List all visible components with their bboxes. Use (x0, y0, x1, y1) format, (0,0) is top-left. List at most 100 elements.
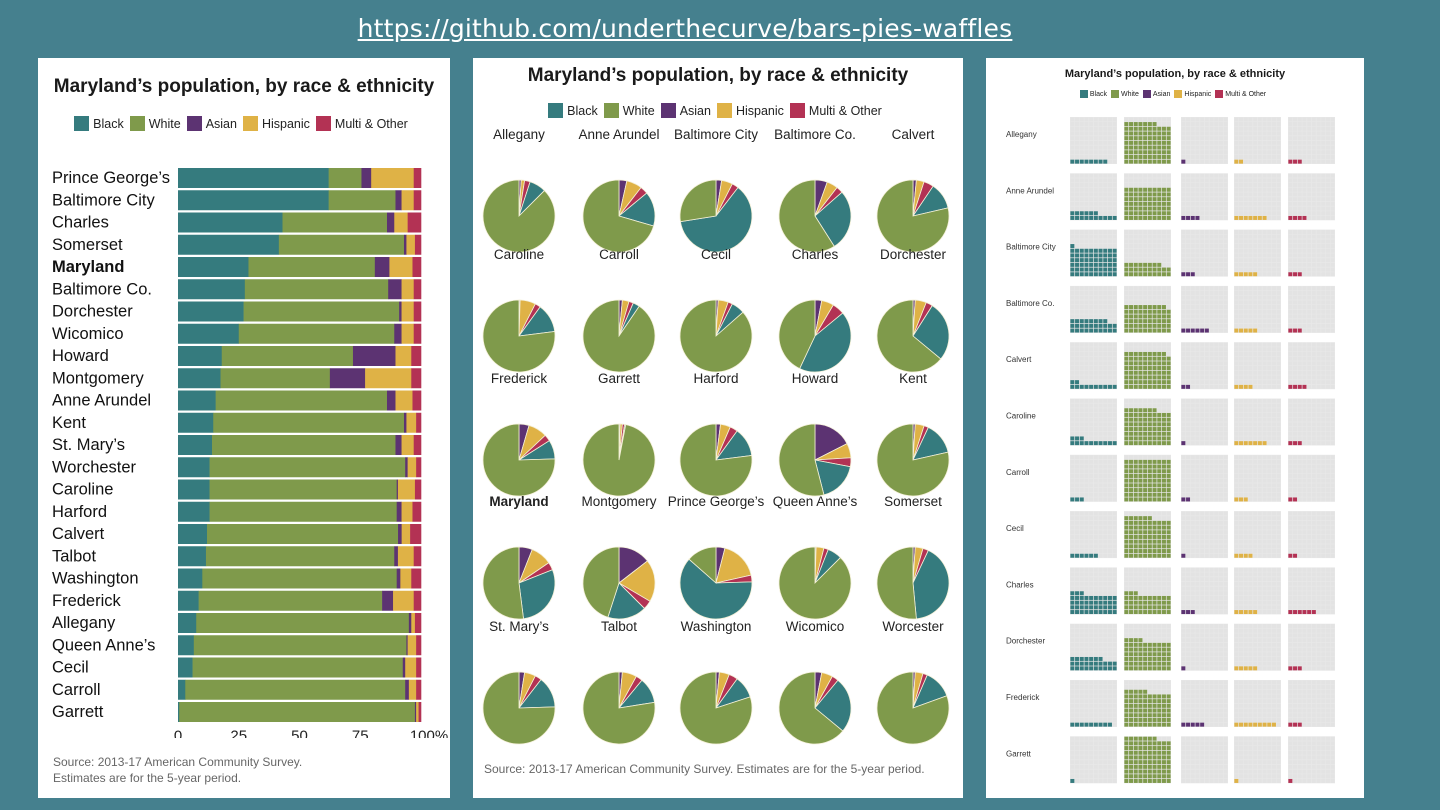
waffle-cell (1253, 262, 1258, 267)
waffle-cell (1257, 412, 1262, 417)
waffle-cell (1311, 412, 1316, 417)
waffle-cell (1257, 122, 1262, 127)
repo-url-link[interactable]: https://github.com/underthecurve/bars-pi… (0, 14, 1370, 43)
waffle-cell (1248, 145, 1253, 150)
waffle-cell (1248, 239, 1253, 244)
waffle-cell (1209, 183, 1214, 188)
waffle-cell-filled (1133, 591, 1138, 596)
waffle-cell (1124, 239, 1129, 244)
waffle-cell (1084, 370, 1089, 375)
waffle-cell (1267, 375, 1272, 380)
waffle-cell (1325, 272, 1330, 277)
waffle-cell (1089, 525, 1094, 530)
bar-segment-multi-other (411, 346, 422, 366)
waffle-cell (1214, 267, 1219, 272)
waffle-cell (1103, 417, 1108, 422)
waffle-multi-other (1288, 454, 1335, 502)
waffle-cell-filled (1152, 201, 1157, 206)
pie-slice-white (876, 546, 917, 620)
waffle-cell (1316, 539, 1321, 544)
waffle-cell (1325, 262, 1330, 267)
waffle-cell (1218, 309, 1223, 314)
waffle-cell (1276, 126, 1281, 131)
waffle-cell (1204, 234, 1209, 239)
bar-category-label: Allegany (52, 614, 116, 632)
waffle-cell-filled (1133, 131, 1138, 136)
waffle-cell (1243, 511, 1248, 516)
waffle-cell (1307, 595, 1312, 600)
waffle-cell (1129, 577, 1134, 582)
waffle-cell (1214, 145, 1219, 150)
waffle-cell (1239, 197, 1244, 202)
waffle-cell (1223, 305, 1228, 310)
bar-segment-asian (394, 323, 402, 344)
waffle-cell-filled (1133, 417, 1138, 422)
waffle-cell (1147, 173, 1152, 178)
waffle-cell (1311, 553, 1316, 558)
waffle-cell-filled (1143, 605, 1148, 610)
waffle-cell (1253, 488, 1258, 493)
waffle-cell (1190, 309, 1195, 314)
waffle-cell (1214, 347, 1219, 352)
waffle-cell (1262, 187, 1267, 192)
waffle-cell (1288, 525, 1293, 530)
waffle-cell (1248, 117, 1253, 122)
waffle-cell (1330, 605, 1335, 610)
waffle-cell (1152, 572, 1157, 577)
waffle-cell (1209, 595, 1214, 600)
bar-segment-white (282, 212, 388, 233)
waffle-cell (1209, 258, 1214, 263)
waffle-cell (1321, 478, 1326, 483)
waffle-cell (1248, 305, 1253, 310)
waffle-cell (1204, 436, 1209, 441)
waffle-cell (1257, 530, 1262, 535)
waffle-cell-filled (1124, 131, 1129, 136)
bar-segment-white (192, 657, 404, 678)
waffle-cell (1181, 140, 1186, 145)
waffle-cell (1248, 600, 1253, 605)
waffle-cell (1079, 417, 1084, 422)
waffle-cell (1204, 492, 1209, 497)
waffle-cell-filled (1103, 595, 1108, 600)
waffle-cell (1098, 408, 1103, 413)
waffle-cell (1293, 347, 1298, 352)
waffle-cell (1161, 403, 1166, 408)
waffle-cell (1209, 511, 1214, 516)
waffle-cell (1200, 488, 1205, 493)
repo-url-text[interactable]: https://github.com/underthecurve/bars-pi… (357, 14, 1013, 43)
waffle-cell (1107, 553, 1112, 558)
waffle-cell (1079, 459, 1084, 464)
waffle-cell (1288, 290, 1293, 295)
waffle-cell (1276, 239, 1281, 244)
waffle-cell (1190, 126, 1195, 131)
waffle-cell (1321, 183, 1326, 188)
waffle-cell (1276, 206, 1281, 211)
waffle-cell (1262, 488, 1267, 493)
waffle-cell (1267, 145, 1272, 150)
waffle-cell (1209, 586, 1214, 591)
waffle-cell-filled (1161, 159, 1166, 164)
waffle-cell (1112, 347, 1117, 352)
waffle-cell (1103, 478, 1108, 483)
waffle-cell (1093, 342, 1098, 347)
waffle-cell (1075, 126, 1080, 131)
waffle-cell (1124, 342, 1129, 347)
waffle-cell-filled (1147, 408, 1152, 413)
waffle-cell (1271, 117, 1276, 122)
waffle-cell (1079, 154, 1084, 159)
waffle-cell (1311, 520, 1316, 525)
waffle-cell (1330, 122, 1335, 127)
waffle-cell (1271, 286, 1276, 291)
waffle-cell (1302, 178, 1307, 183)
waffle-cell (1267, 567, 1272, 572)
waffle-cell (1204, 131, 1209, 136)
waffle-cell (1200, 366, 1205, 371)
bar-row-washington: Washington (52, 568, 422, 589)
waffle-cell (1112, 586, 1117, 591)
bar-segment-black (178, 257, 249, 277)
waffle-cell (1316, 403, 1321, 408)
waffle-cell (1089, 187, 1094, 192)
waffle-cell (1311, 309, 1316, 314)
pie-slice-white (582, 299, 656, 373)
waffle-cell (1223, 591, 1228, 596)
